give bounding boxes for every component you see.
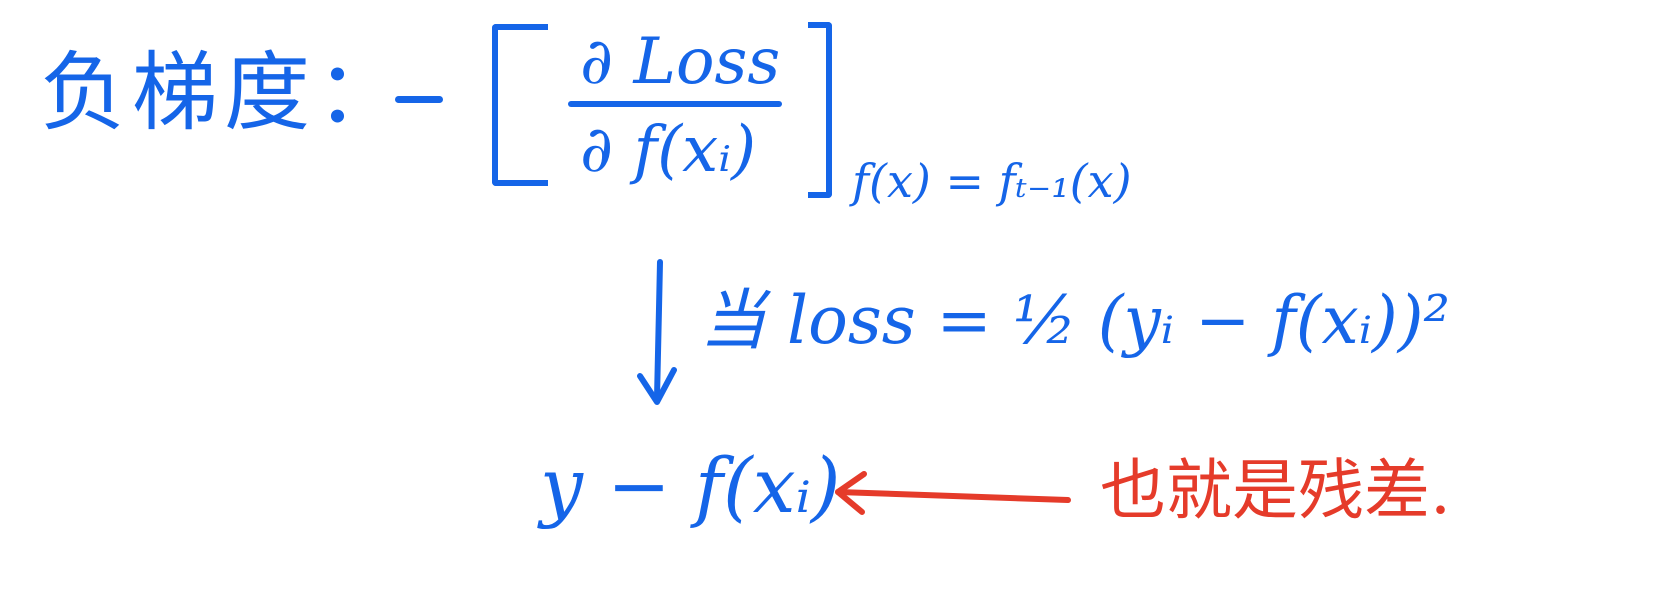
residual-note: 也就是残差.: [1100, 452, 1451, 529]
left-bracket: [492, 24, 548, 186]
left-arrow-icon: [835, 471, 1071, 515]
fraction-numerator: ∂ Loss: [580, 25, 781, 99]
negative-gradient-label: 负梯度：: [40, 43, 408, 143]
minus-sign: [395, 96, 443, 103]
fraction-bar: [568, 101, 782, 107]
evaluation-subscript: f(x) = fₜ₋₁(x): [852, 154, 1132, 208]
loss-condition: 当 loss = ½ (yᵢ − f(xᵢ))²: [700, 282, 1450, 359]
residual-expression: y − f(xᵢ): [540, 441, 841, 530]
fraction-denominator: ∂ f(xᵢ): [580, 113, 757, 187]
right-bracket: [808, 22, 832, 198]
down-arrow-icon: [637, 259, 677, 405]
